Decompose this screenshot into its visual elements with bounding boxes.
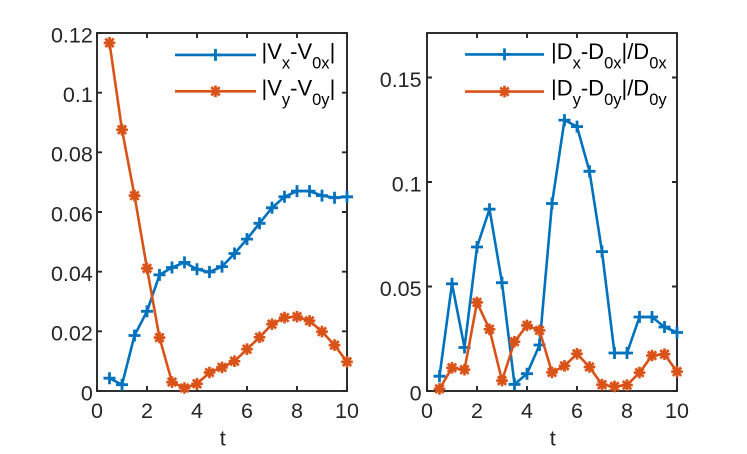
svg-text:0.1: 0.1 — [63, 83, 93, 107]
svg-text:-D: -D — [581, 75, 604, 100]
svg-text:0.02: 0.02 — [51, 322, 93, 346]
svg-text:|: | — [330, 75, 336, 100]
svg-text:8: 8 — [621, 399, 633, 423]
svg-text:2: 2 — [471, 399, 483, 423]
svg-text:0: 0 — [421, 399, 433, 423]
svg-text:0.12: 0.12 — [51, 23, 93, 47]
svg-text:2: 2 — [141, 399, 153, 423]
svg-text:0.06: 0.06 — [51, 202, 93, 226]
svg-text:-D: -D — [581, 39, 604, 64]
svg-text:0.1: 0.1 — [392, 172, 422, 196]
svg-text:|V: |V — [262, 75, 283, 100]
svg-text:10: 10 — [665, 399, 689, 423]
svg-text:|D: |D — [551, 39, 573, 64]
svg-text:|: | — [330, 39, 336, 64]
svg-text:0y: 0y — [649, 91, 667, 109]
svg-text:-V: -V — [290, 39, 312, 64]
svg-text:|/D: |/D — [621, 75, 649, 100]
svg-text:0.15: 0.15 — [380, 68, 422, 92]
svg-text:6: 6 — [571, 399, 583, 423]
svg-text:4: 4 — [191, 399, 203, 423]
svg-text:0: 0 — [410, 381, 422, 405]
svg-text:10: 10 — [335, 399, 359, 423]
svg-text:0x: 0x — [649, 55, 667, 73]
svg-text:|V: |V — [262, 39, 283, 64]
svg-text:6: 6 — [241, 399, 253, 423]
svg-text:0.04: 0.04 — [51, 262, 93, 286]
svg-text:0.05: 0.05 — [380, 277, 422, 301]
svg-text:0y: 0y — [604, 91, 622, 109]
svg-text:0.08: 0.08 — [51, 143, 93, 167]
svg-text:0: 0 — [91, 399, 103, 423]
svg-text:|D: |D — [551, 75, 573, 100]
svg-text:0x: 0x — [312, 55, 330, 73]
svg-text:0x: 0x — [604, 55, 622, 73]
svg-text:0y: 0y — [312, 91, 330, 109]
svg-text:x: x — [573, 55, 582, 73]
svg-text:t: t — [550, 426, 556, 449]
svg-text:4: 4 — [521, 399, 533, 423]
svg-text:y: y — [282, 91, 291, 109]
svg-text:8: 8 — [291, 399, 303, 423]
svg-text:0: 0 — [81, 381, 93, 405]
svg-text:y: y — [573, 91, 582, 109]
svg-text:|/D: |/D — [621, 39, 649, 64]
svg-text:-V: -V — [290, 75, 312, 100]
svg-text:x: x — [282, 55, 291, 73]
svg-text:t: t — [220, 426, 226, 449]
